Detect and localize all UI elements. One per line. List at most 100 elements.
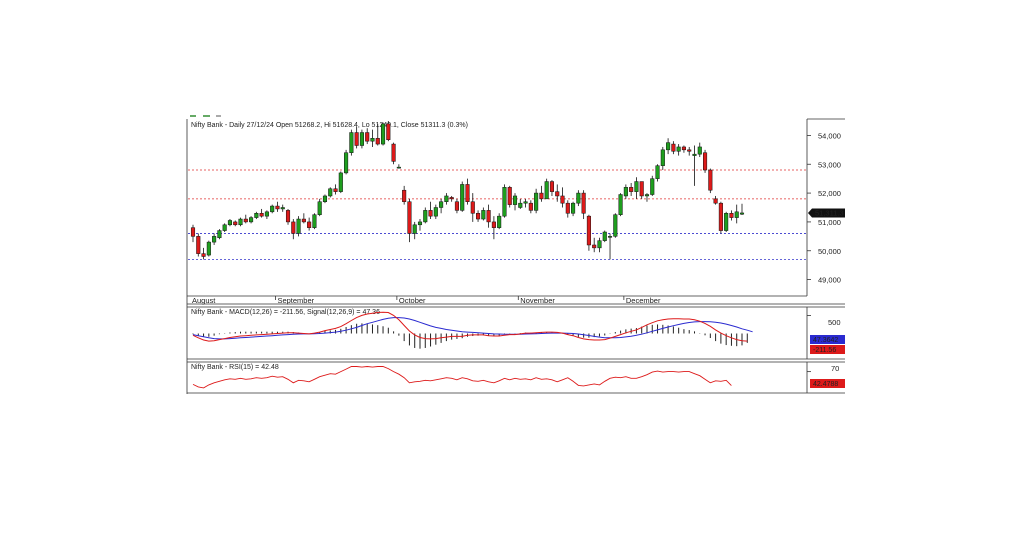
candle [724, 211, 729, 233]
candle [618, 193, 623, 217]
price-tick-label: 53,000 [818, 160, 841, 169]
candle [338, 171, 343, 194]
candle [739, 203, 745, 215]
candle [497, 213, 502, 230]
level-lines [188, 169, 806, 260]
candle [449, 195, 454, 202]
candle [629, 182, 634, 196]
candle [518, 198, 523, 209]
candle [328, 187, 333, 198]
candle [607, 233, 613, 260]
macd-panel-title: Nifty Bank - MACD(12,26) = -211.56, Sign… [191, 309, 380, 316]
candle [407, 198, 412, 243]
candle [201, 247, 206, 260]
month-label: September [277, 296, 314, 305]
month-label: November [520, 296, 555, 305]
price-panel-title: Nifty Bank - Daily 27/12/24 Open 51268.2… [191, 122, 468, 129]
candle [222, 223, 227, 233]
candle [412, 221, 417, 240]
candle [227, 219, 232, 227]
candle [597, 237, 602, 253]
candle [660, 146, 665, 171]
candle [581, 190, 586, 220]
candle [666, 138, 671, 155]
candle [586, 214, 591, 251]
candle [386, 121, 391, 142]
candle [417, 219, 423, 231]
macd-title-text: Nifty Bank - MACD(12,26) = -211.56, Sign… [191, 309, 380, 316]
candle [708, 168, 713, 194]
price-tick-label: 49,000 [818, 276, 841, 285]
candle [729, 210, 734, 221]
candle [322, 194, 328, 204]
rsi-panel [192, 366, 811, 389]
candle [697, 142, 702, 158]
price-tick-label: 51,000 [818, 218, 841, 227]
candle [644, 193, 650, 202]
candle [571, 201, 576, 217]
candle [254, 211, 259, 220]
rsi-line [192, 366, 732, 389]
candle [523, 198, 528, 208]
candle [602, 230, 607, 243]
candle [233, 220, 238, 227]
price-axis: 54,000 53,000 52,000 51,000 50,000 49,000 [807, 131, 841, 285]
candle [206, 240, 211, 257]
candle [344, 149, 349, 175]
candle [380, 122, 386, 146]
candle [692, 145, 697, 186]
candle [681, 145, 686, 153]
candle [270, 204, 275, 214]
candle [655, 164, 660, 182]
candle [238, 217, 243, 227]
candle [512, 193, 518, 211]
candle [623, 184, 628, 199]
candle [396, 164, 401, 169]
price-tick-label: 52,000 [818, 189, 841, 198]
rsi-value-label: 42.4788 [813, 381, 838, 388]
candle [444, 193, 449, 205]
candle [486, 204, 491, 228]
rsi-panel-title: Nifty Bank - RSI(15) = 42.48 [191, 364, 279, 371]
candle [439, 198, 444, 214]
candle [190, 224, 196, 243]
candle [375, 123, 380, 146]
candle [454, 198, 459, 214]
month-label: December [626, 296, 661, 305]
candle [349, 129, 354, 156]
candle [423, 207, 428, 224]
rsi-tick-label: 70 [831, 364, 839, 373]
toolbar-stubs [190, 115, 221, 117]
candle [402, 185, 407, 205]
candle [275, 201, 280, 212]
macd-value-tags: 47.3642 -211.56 [810, 335, 845, 354]
signal-line [192, 317, 753, 340]
candle [285, 208, 291, 225]
candle [317, 198, 322, 217]
candle [259, 208, 264, 218]
price-tick-label: 54,000 [818, 131, 841, 140]
macd-line [192, 311, 748, 342]
candle [291, 219, 296, 240]
candle [301, 213, 306, 224]
candle [428, 201, 433, 220]
candle [544, 178, 549, 200]
candle [354, 126, 359, 149]
candle [560, 187, 565, 208]
candle [671, 141, 676, 155]
candle [370, 129, 375, 147]
candle [555, 184, 560, 202]
candle [470, 193, 475, 222]
candle [365, 128, 370, 145]
candles [190, 121, 745, 260]
macd-panel [192, 311, 811, 349]
candle [243, 214, 248, 224]
candle [565, 200, 570, 218]
candle [703, 149, 708, 173]
candle [196, 233, 201, 257]
candle [676, 144, 681, 156]
candle [312, 213, 317, 230]
candle [502, 184, 507, 218]
candle [592, 237, 597, 253]
